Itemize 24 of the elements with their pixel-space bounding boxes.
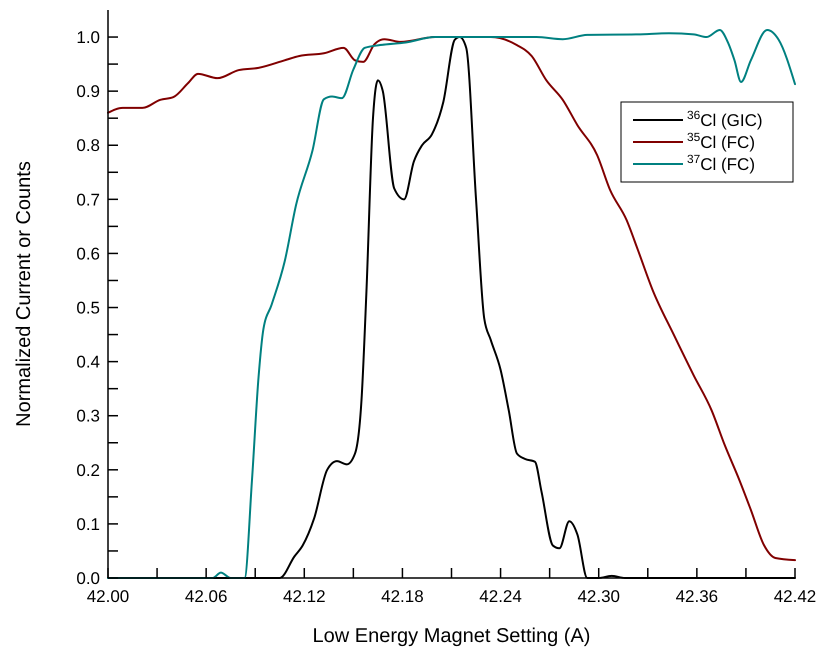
x-tick-label: 42.00 [86, 587, 130, 606]
y-tick-label: 0.4 [76, 352, 100, 372]
legend-label: $^{35}$Cl (FC) [687, 130, 755, 152]
legend-label: $^{37}$Cl (FC) [687, 152, 755, 174]
y-tick-label: 1.0 [76, 28, 100, 47]
y-tick-label: 0.8 [76, 136, 100, 156]
y-tick-label: 0.0 [76, 568, 100, 588]
y-tick-label: 0.5 [76, 298, 100, 318]
x-tick-label: 42.36 [676, 587, 718, 606]
y-tick-label: 0.3 [76, 406, 100, 426]
x-tick-label: 42.24 [479, 587, 522, 606]
y-tick-label: 0.6 [76, 244, 100, 264]
x-tick-label: 42.12 [283, 587, 326, 606]
x-tick-label: 42.06 [184, 587, 228, 606]
x-axis-title: Low Energy Magnet Setting (A) [312, 625, 590, 647]
y-tick-label: 0.1 [76, 514, 100, 534]
y-tick-label: 0.2 [76, 460, 100, 480]
y-tick-label: 0.9 [76, 82, 100, 102]
x-tick-label: 42.30 [577, 587, 620, 606]
x-tick-label: 42.18 [381, 587, 424, 606]
y-axis-title: Normalized Current or Counts [13, 161, 35, 427]
y-tick-label: 0.7 [76, 190, 100, 210]
legend-label: $^{36}$Cl (GIC) [687, 108, 763, 130]
x-tick-label: 42.42 [774, 587, 816, 606]
